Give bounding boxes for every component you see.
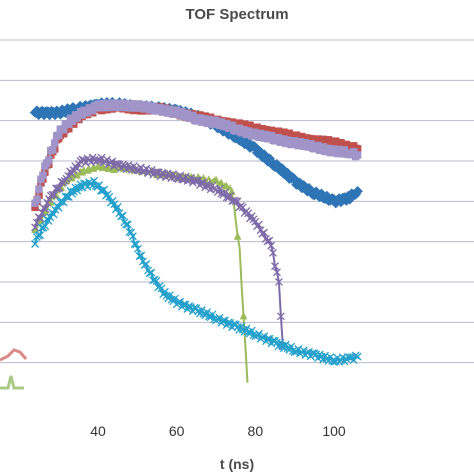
- series-5-point: [31, 223, 40, 232]
- series-6-point: [260, 332, 269, 341]
- series-3-point: [49, 146, 57, 154]
- series-3-point: [45, 156, 53, 164]
- series-6-point: [137, 251, 146, 260]
- series-3-point: [39, 171, 47, 180]
- series-5-point: [41, 205, 50, 214]
- series-6-point: [142, 260, 151, 268]
- series-5-point: [220, 188, 229, 197]
- series-6-point: [152, 277, 161, 285]
- series-6-point: [133, 244, 142, 253]
- series-3-point: [50, 139, 59, 147]
- series-4-point: [233, 231, 242, 240]
- series-4-point: [110, 165, 118, 174]
- series-1-point: [352, 185, 363, 197]
- series-5-point: [197, 178, 206, 187]
- legend-swatch-red: [0, 348, 28, 362]
- series-6-point: [203, 308, 212, 317]
- series-6-point: [100, 185, 109, 194]
- series-5-point: [55, 184, 64, 192]
- series-6-point: [31, 240, 40, 248]
- series-4-point: [239, 311, 248, 320]
- series-4-point: [222, 181, 231, 190]
- series-6-point: [251, 332, 260, 341]
- series-5-point: [73, 164, 81, 173]
- x-tick-labels: 40 60 80 100: [90, 423, 346, 439]
- x-tick-label: 40: [90, 423, 106, 439]
- series-6-point: [135, 252, 144, 261]
- series-5-point: [271, 262, 279, 271]
- series-6-point: [118, 211, 127, 220]
- series-6-point: [128, 232, 137, 241]
- series-5-point: [108, 157, 117, 166]
- series-6-point: [123, 220, 132, 229]
- x-tick-label: 80: [248, 423, 264, 439]
- series-6-point: [36, 231, 45, 240]
- series-5: [31, 153, 287, 351]
- series-6-point: [345, 353, 354, 362]
- series-5-point: [50, 191, 59, 199]
- series-5-point: [147, 165, 156, 174]
- legend-fragments: [0, 348, 28, 390]
- series-5-point: [48, 190, 57, 199]
- series-4-point: [94, 162, 102, 170]
- series-3-point: [353, 151, 362, 159]
- series-3: [31, 99, 362, 207]
- series-6-point: [176, 297, 185, 306]
- series-6-point: [145, 269, 154, 278]
- series-5-point: [36, 214, 45, 223]
- series-6-point: [263, 334, 272, 343]
- series-3-point: [33, 195, 41, 204]
- series-group: [0, 96, 363, 390]
- series-6-point: [165, 291, 174, 300]
- series-6-point: [130, 240, 139, 249]
- series-5-point: [254, 220, 263, 229]
- series-5-point: [192, 176, 201, 185]
- legend-swatch-green: [0, 375, 24, 390]
- series-5-point: [215, 185, 224, 194]
- series-3-point: [35, 185, 43, 193]
- x-tick-label: 100: [322, 423, 346, 439]
- series-6-point: [242, 324, 251, 333]
- series-6-point: [34, 231, 43, 240]
- series-5-point: [151, 168, 160, 177]
- series-6-point: [179, 300, 188, 309]
- series-6-point: [204, 312, 213, 321]
- series-4-point: [104, 164, 113, 173]
- series-6-point: [113, 203, 122, 211]
- series-5-point: [274, 277, 283, 286]
- series-6-point: [147, 268, 156, 277]
- series-6-point: [220, 316, 229, 325]
- series-5-point: [267, 241, 276, 250]
- chart-title: TOF Spectrum: [185, 6, 288, 23]
- series-5-point: [94, 156, 102, 165]
- series-5-point: [269, 248, 277, 257]
- series-5-point: [276, 312, 285, 321]
- series-6-point: [122, 220, 131, 229]
- series-6-point: [63, 192, 72, 201]
- series-5-point: [265, 236, 274, 245]
- series-6-point: [353, 352, 362, 361]
- series-5-point: [53, 184, 62, 193]
- series-5-point: [260, 228, 269, 237]
- series-6-line: [34, 177, 359, 364]
- x-tick-label: 60: [169, 423, 185, 439]
- x-axis-label: t (ns): [220, 456, 254, 472]
- series-6-point: [132, 240, 141, 249]
- series-6-point: [49, 210, 58, 219]
- series-5-point: [273, 268, 281, 277]
- series-6: [31, 176, 362, 366]
- series-4-point: [217, 178, 226, 187]
- series-6-point: [88, 181, 97, 190]
- series-6-point: [41, 222, 50, 231]
- series-6-point: [224, 318, 233, 327]
